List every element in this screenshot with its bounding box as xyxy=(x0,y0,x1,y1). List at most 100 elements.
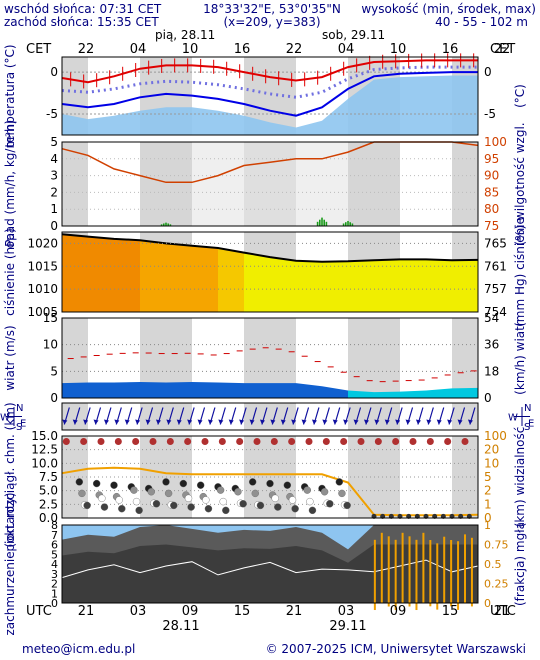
cloud-layer-dot xyxy=(202,496,210,504)
axis-label: ciśnienie (hPa) xyxy=(3,228,17,316)
cloud-layer-dot xyxy=(100,503,109,511)
wind-arrow-head xyxy=(103,419,109,425)
cloud-top-dot xyxy=(357,437,365,445)
y-tick-label-right: 0.5 xyxy=(484,558,502,571)
top-hour-label: 04 xyxy=(130,42,147,57)
y-tick-label: 5 xyxy=(50,135,58,149)
y-tick-label-right: 75 xyxy=(484,219,499,233)
wind-speed-fill xyxy=(452,387,478,398)
wind-arrow-head xyxy=(426,419,432,425)
y-tick-label-right: 85 xyxy=(484,185,499,199)
cloud-top-dot xyxy=(236,437,244,445)
top-hour-label: 10 xyxy=(390,42,407,57)
elevation-value: 40 - 55 - 102 m xyxy=(435,15,528,29)
y-tick-label-right: 90 xyxy=(484,169,499,183)
wind-arrow-head xyxy=(311,419,317,425)
contact-email[interactable]: meteo@icm.edu.pl xyxy=(22,642,135,656)
wind-arrow-head xyxy=(467,419,473,425)
y-tick-label-right: 757 xyxy=(484,282,507,296)
y-tick-label: 1010 xyxy=(27,282,58,296)
pressure-fill xyxy=(166,243,192,312)
axis-label: (%) wilgotność wzgl. xyxy=(513,122,527,245)
cloud-top-dot xyxy=(62,437,70,445)
wind-arrow-head xyxy=(249,419,255,425)
pressure-fill xyxy=(114,238,140,312)
precip-bar xyxy=(165,222,167,226)
y-tick-label: 15.0 xyxy=(31,429,58,443)
shade-band xyxy=(192,142,348,226)
y-tick-label: 12.5 xyxy=(31,443,58,457)
y-tick-label-right: 765 xyxy=(484,236,507,250)
night-band xyxy=(348,318,400,398)
elevation-label: wysokość (min, środek, max) xyxy=(361,2,536,16)
night-band xyxy=(348,403,400,430)
y-tick-label: 5.0 xyxy=(39,484,58,498)
cloud-layer-dot xyxy=(170,501,178,510)
cloud-layer-dot xyxy=(326,500,334,508)
wind-speed-fill xyxy=(114,382,140,398)
wind-arrow-head xyxy=(239,419,245,425)
fog-bar xyxy=(401,532,404,603)
cloud-top-dot xyxy=(184,437,192,445)
cloud-layer-dot xyxy=(256,501,265,510)
axis-label: (frakcja) mgła xyxy=(513,522,527,606)
panel-frame xyxy=(61,231,479,313)
y-tick-label-right: 80 xyxy=(484,202,499,216)
wind-arrow-head xyxy=(447,419,453,425)
bottom-hour-label: 21 xyxy=(286,604,303,619)
pressure-panel: 1020 765 1015 761 1010 757 1005 754 ciśnienie (h… xyxy=(3,217,527,327)
panel-frame xyxy=(61,524,479,604)
compass-e: E xyxy=(528,419,534,430)
cloud-layer-dot xyxy=(164,489,173,498)
wind-speed-fill xyxy=(218,382,244,398)
cloud-layer-dot xyxy=(306,497,314,506)
axis-label: temperatura (°C) xyxy=(3,44,17,147)
night-band xyxy=(452,142,478,226)
axis-label: (km) widzialność xyxy=(513,427,527,528)
temperature-panel: 0 0 -5 -5 temperatura (°C) (°C) xyxy=(3,44,527,147)
wind-speed-fill xyxy=(374,391,400,398)
wind-arrow-head xyxy=(228,419,234,425)
y-tick-label: 5 xyxy=(51,548,58,561)
cloud-layer-dot xyxy=(147,488,155,496)
cloud-layer-dot xyxy=(248,478,257,486)
cloud-layer-dot xyxy=(338,489,346,498)
y-tick-label: 1015 xyxy=(27,259,58,273)
pressure-fill xyxy=(62,234,88,312)
cloud-layer-dot xyxy=(187,503,195,511)
cloud-layer-dot xyxy=(303,486,311,494)
precip-bar xyxy=(345,222,347,226)
top-hour-label: 04 xyxy=(338,42,355,57)
top-hour-labels: 22041016220410162204 xyxy=(78,42,511,57)
pressure-fill xyxy=(452,259,478,312)
precip-bar xyxy=(319,219,321,226)
axis-label: wiatr (m/s) xyxy=(3,325,17,390)
wind-speed-fill xyxy=(348,390,374,398)
night-band xyxy=(452,318,478,398)
y-tick-label: 8 xyxy=(51,519,58,532)
axis-label: (°C) xyxy=(513,84,527,108)
cloud-top-dot xyxy=(253,437,261,445)
axis-label: zachmurzenie (oktanty) xyxy=(3,492,17,635)
pressure-fill xyxy=(218,248,244,312)
axis-label: pion. rozciągł. chm. (km) xyxy=(3,402,17,551)
header: wschód słońca: 07:31 CET zachód słońca: … xyxy=(4,2,536,57)
top-hour-label: 10 xyxy=(182,42,199,57)
y-tick-label-right: 0.75 xyxy=(484,539,509,552)
wind-arrow-head xyxy=(207,419,213,425)
precip-bar xyxy=(347,220,349,226)
cloud-layer-dot xyxy=(343,501,351,510)
wind-arrow-head xyxy=(187,419,193,425)
axis-label: (km/h) wiatr xyxy=(513,321,527,395)
wind-speed-fill xyxy=(296,383,322,398)
y-tick-label: 1 xyxy=(50,202,58,216)
cloud-top-dot xyxy=(322,437,330,445)
y-tick-label: 0 xyxy=(50,219,58,233)
pressure-fill xyxy=(270,257,296,312)
cloud-layer-dot xyxy=(115,496,123,504)
precip-bar xyxy=(349,222,351,226)
wind-arrow-head xyxy=(72,419,78,425)
wind-arrow-head xyxy=(291,419,297,425)
